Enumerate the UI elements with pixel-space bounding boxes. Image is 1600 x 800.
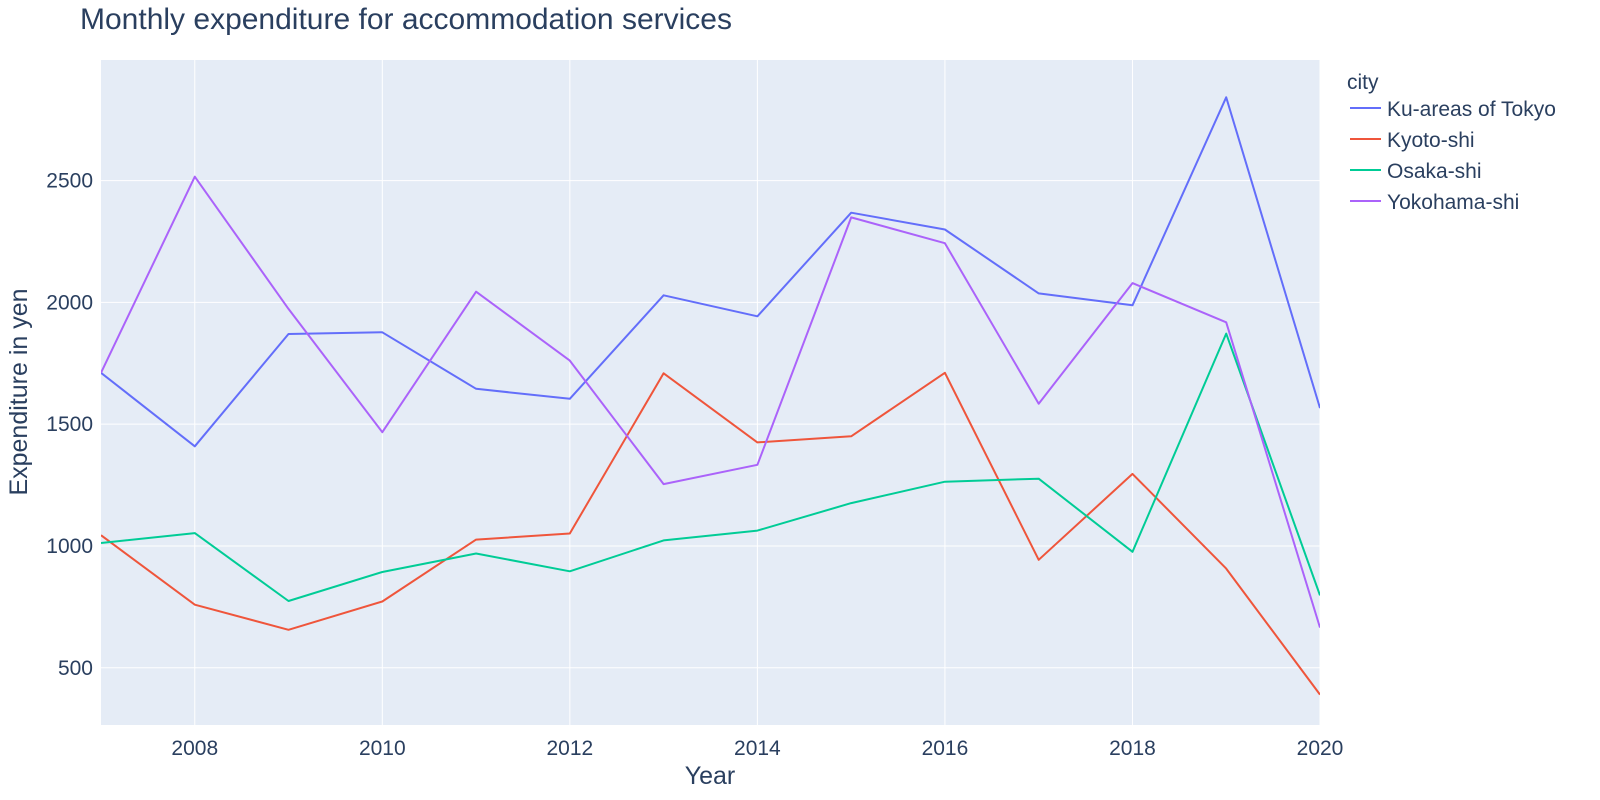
y-tick-label: 1500 (46, 413, 93, 436)
x-tick-label: 2018 (1109, 737, 1156, 760)
legend-title: city (1347, 71, 1379, 94)
x-tick-label: 2008 (171, 737, 218, 760)
legend-label: Ku-areas of Tokyo (1387, 98, 1556, 121)
legend-item[interactable]: Ku-areas of Tokyo (1350, 98, 1556, 121)
y-axis-ticks: 500 1000 1500 2000 2500 (46, 170, 93, 680)
series-line-osaka-shi (101, 332, 1320, 602)
y-tick-label: 1000 (46, 535, 93, 558)
legend-item[interactable]: Yokohama-shi (1350, 191, 1519, 214)
y-tick-label: 2000 (46, 291, 93, 314)
legend-label: Osaka-shi (1387, 160, 1482, 183)
series-lines (101, 96, 1320, 696)
y-tick-label: 2500 (46, 170, 93, 193)
legend-item[interactable]: Kyoto-shi (1350, 129, 1475, 152)
x-tick-label: 2016 (922, 737, 969, 760)
x-tick-label: 2012 (546, 737, 593, 760)
x-tick-label: 2014 (734, 737, 781, 760)
x-axis-ticks: 2008 2010 2012 2014 2016 2018 2020 (171, 737, 1343, 760)
grid (101, 60, 1321, 725)
series-line-kyoto-shi (101, 371, 1320, 696)
y-axis-title: Expenditure in yen (5, 288, 33, 495)
x-tick-label: 2020 (1297, 737, 1344, 760)
plot-area (101, 60, 1320, 725)
x-tick-label: 2010 (359, 737, 406, 760)
y-tick-label: 500 (58, 657, 93, 680)
series-line-yokohama-shi (101, 175, 1320, 628)
x-axis-title: Year (685, 762, 736, 790)
legend: city Ku-areas of Tokyo Kyoto-shi Osaka-shi… (1347, 71, 1556, 214)
chart-title: Monthly expenditure for accommodation se… (80, 3, 732, 36)
legend-item[interactable]: Osaka-shi (1350, 160, 1482, 183)
legend-label: Yokohama-shi (1387, 191, 1519, 214)
legend-label: Kyoto-shi (1387, 129, 1475, 152)
